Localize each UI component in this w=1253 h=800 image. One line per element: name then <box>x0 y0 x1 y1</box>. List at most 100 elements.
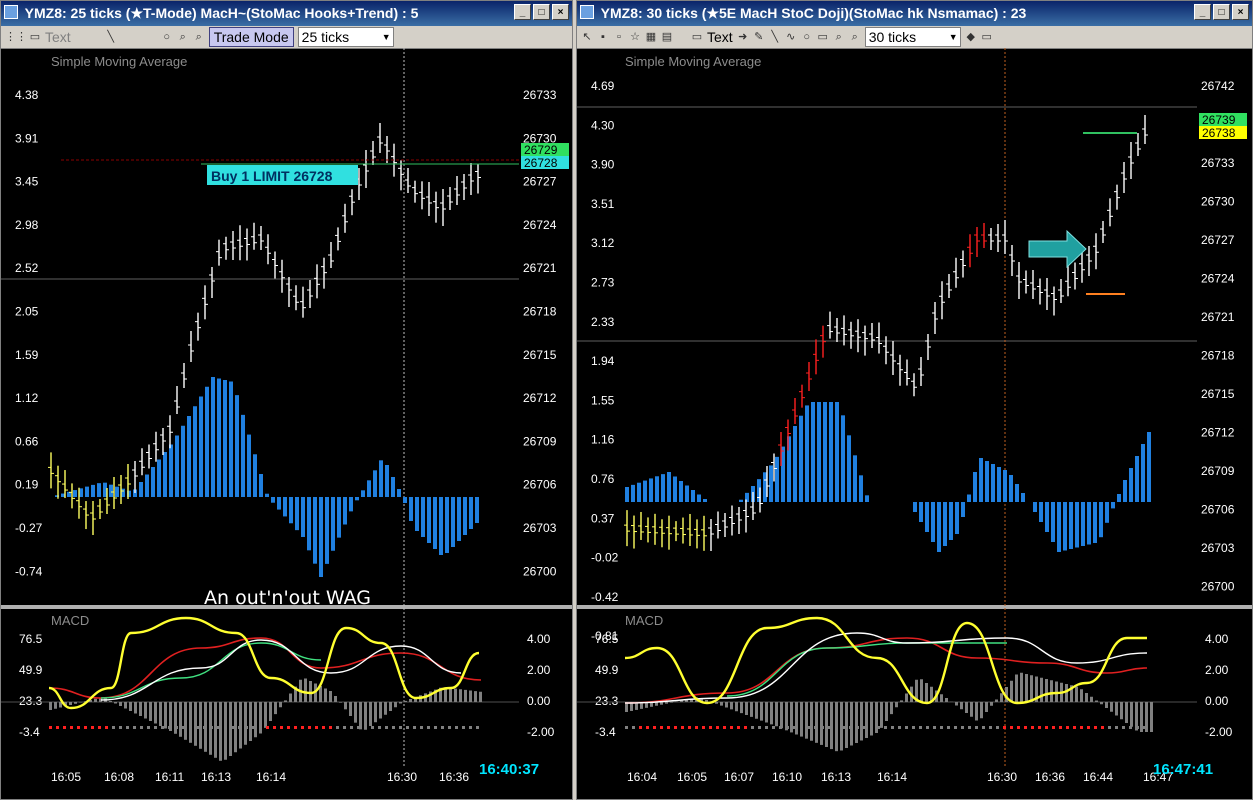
macd-dot <box>625 726 628 729</box>
macd-hist-bar <box>454 688 457 702</box>
macd-hist-bar <box>459 689 462 702</box>
price-badge <box>521 143 569 156</box>
macd-dot <box>112 726 115 729</box>
maximize-button[interactable]: □ <box>533 4 550 20</box>
macd-right-axis-label: 4.00 <box>527 632 551 646</box>
rectangle-tool-icon[interactable]: ▭ <box>817 31 828 43</box>
pen-tool-icon[interactable]: ✎ <box>754 31 764 43</box>
histogram-bar <box>343 497 347 525</box>
macd-hist-bar <box>339 702 342 703</box>
macd-dot <box>926 726 929 729</box>
left-interval-value: 25 ticks <box>301 29 350 45</box>
histogram-bar <box>703 499 707 502</box>
eraser-icon[interactable]: ◆ <box>966 31 975 43</box>
macd-dot <box>238 726 241 729</box>
time-axis-label: 16:36 <box>439 770 469 784</box>
right-title-bar[interactable]: YMZ8: 30 ticks (★5E MacH StoC Doji)(StoM… <box>577 1 1252 26</box>
macd-hist-bar <box>865 702 868 738</box>
line-tool-icon[interactable]: ╲ <box>107 31 114 43</box>
macd-hist-bar <box>945 698 948 702</box>
text-tool-label[interactable]: Text <box>707 29 733 45</box>
wave-tool-icon[interactable]: ∿ <box>786 31 796 43</box>
zoom-in-icon[interactable]: ⌕ <box>835 31 842 43</box>
price-axis-label: 26727 <box>523 175 557 189</box>
right-chart-canvas[interactable]: Simple Moving Average 4.69 4.30 3.90 3.51 3.1… <box>577 48 1252 800</box>
text-tool-icon[interactable]: ▭ <box>691 31 703 43</box>
left-interval-select[interactable]: 25 ticks ▼ <box>297 27 394 47</box>
macd-hist-bar <box>1100 702 1103 705</box>
macd-dot <box>982 726 985 729</box>
text-tool-icon[interactable]: ▭ <box>29 31 41 43</box>
close-button[interactable]: × <box>1232 4 1249 20</box>
left-chart-canvas[interactable]: Simple Moving Average 4.38 3.91 3.45 2.98 2.5… <box>1 48 572 800</box>
minimize-button[interactable]: _ <box>1194 4 1211 20</box>
calendar-icon[interactable]: ▤ <box>661 31 673 43</box>
histogram-bar <box>1009 475 1013 502</box>
open-icon[interactable]: ▫ <box>617 31 621 43</box>
zoom-in-icon[interactable]: ⌕ <box>179 31 186 43</box>
histogram-bar <box>337 497 341 538</box>
histogram-bar <box>289 497 293 524</box>
grip-icon: ⋮⋮ <box>5 31 27 43</box>
macd-dot <box>835 726 838 729</box>
left-title-bar[interactable]: YMZ8: 25 ticks (★T-Mode) MacH~(StoMac Ho… <box>1 1 572 26</box>
macd-hist-bar <box>925 683 928 702</box>
macd-hist-bar <box>1085 693 1088 702</box>
histogram-bar <box>121 488 125 497</box>
histogram-bar <box>409 497 413 521</box>
histogram-bar <box>223 380 227 497</box>
macd-dot <box>252 726 255 729</box>
price-axis-label: 26709 <box>1201 464 1235 478</box>
macd-hist-bar <box>880 702 883 728</box>
time-axis-label: 16:05 <box>677 770 707 784</box>
macd-hist-bar <box>785 702 788 731</box>
histogram-bar <box>427 497 431 543</box>
macd-hist-bar <box>850 702 853 746</box>
time-axis-label: 16:13 <box>821 770 851 784</box>
trade-mode-button[interactable]: Trade Mode <box>208 27 294 47</box>
minimize-button[interactable]: _ <box>514 4 531 20</box>
histogram-bar <box>637 482 641 502</box>
pointer-tool-icon[interactable]: ↖ <box>582 31 592 43</box>
zoom-out-icon[interactable]: ⌕ <box>851 31 858 43</box>
histogram-bar <box>361 490 365 497</box>
histogram-bar <box>109 484 113 497</box>
maximize-button[interactable]: □ <box>1213 4 1230 20</box>
more-icon[interactable]: ▭ <box>981 31 992 43</box>
time-axis-label: 16:14 <box>256 770 286 784</box>
macd-hist-bar <box>284 700 287 702</box>
ellipse-tool-icon[interactable]: ○ <box>803 31 811 43</box>
macd-dot <box>469 726 472 729</box>
macd-dot <box>779 726 782 729</box>
macd-dot <box>441 726 444 729</box>
macd-dot <box>455 726 458 729</box>
grid-icon[interactable]: ▦ <box>645 31 657 43</box>
histogram-bar <box>631 484 635 502</box>
macd-dot <box>702 726 705 729</box>
star-icon[interactable]: ☆ <box>630 31 640 43</box>
text-tool-label[interactable]: Text <box>45 29 71 45</box>
price-badge-label: 26728 <box>524 156 558 170</box>
time-axis-label: 16:44 <box>1083 770 1113 784</box>
macd-hist-bar <box>179 702 182 737</box>
close-button[interactable]: × <box>552 4 569 20</box>
macd-hist-bar <box>449 688 452 702</box>
macd-hist-bar <box>800 702 803 737</box>
histogram-bar <box>271 497 275 503</box>
right-interval-select[interactable]: 30 ticks ▼ <box>864 27 961 47</box>
ellipse-tool-icon[interactable]: ○ <box>163 31 171 43</box>
macd-dot <box>919 726 922 729</box>
macd-hist-bar <box>875 702 878 733</box>
price-axis-label: 26715 <box>1201 387 1235 401</box>
zoom-out-icon[interactable]: ⌕ <box>195 31 202 43</box>
study-label: Simple Moving Average <box>51 54 187 69</box>
macd-right-axis-label: 0.00 <box>1205 694 1229 708</box>
save-icon[interactable]: ▪ <box>601 31 605 43</box>
time-axis-label: 16:04 <box>627 770 657 784</box>
macd-hist-bar <box>344 702 347 710</box>
line-tool-icon[interactable]: ╲ <box>771 31 778 43</box>
macd-hist-bar <box>114 702 117 704</box>
macd-dot <box>1094 726 1097 729</box>
arrow-tool-icon[interactable]: ➜ <box>738 31 748 43</box>
histogram-bar <box>685 485 689 502</box>
